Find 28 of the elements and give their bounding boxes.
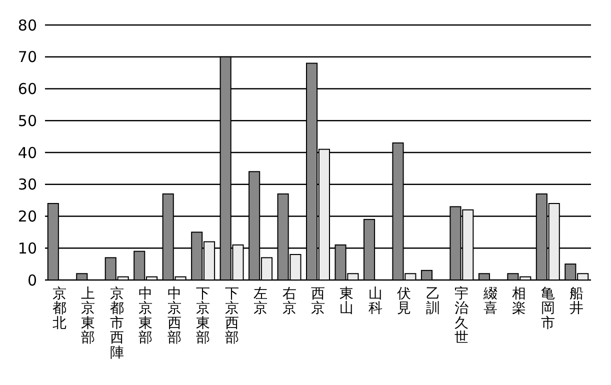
x-tick-label: 京都市西陣 [110,286,124,361]
x-tick-label: 東山 [340,286,354,317]
y-tick-label: 70 [18,48,37,66]
y-tick-label: 30 [18,176,37,194]
y-tick-label: 40 [18,144,37,162]
x-tick-label: 西京 [311,286,325,317]
y-tick-label: 20 [18,208,37,226]
x-tick-label: 伏見 [397,286,412,317]
x-tick-label: 下京東部 [196,286,210,346]
x-tick-label: 中京東部 [138,286,153,346]
y-tick-label: 10 [18,239,37,258]
x-tick-label: 船井 [570,286,584,317]
x-tick-label: 右京 [282,286,296,317]
y-tick-label: 0 [27,271,37,290]
x-tick-label: 亀岡市 [540,286,555,332]
y-tick-label: 60 [18,80,37,98]
y-tick-label: 50 [18,112,37,130]
x-tick-label: 左京 [254,286,268,317]
x-tick-label: 山科 [368,286,382,317]
x-tick-label: 宇治久世 [454,286,469,346]
x-tick-label: 中京西部 [167,286,182,346]
y-tick-label: 80 [18,16,37,34]
x-tick-label: 綴喜 [482,286,498,317]
x-tick-label: 京都北 [52,286,66,332]
x-tick-label: 乙訓 [426,286,440,317]
x-tick-label: 下京西部 [224,286,239,346]
x-tick-label: 上京東部 [81,286,96,346]
x-tick-label: 相楽 [512,286,526,317]
